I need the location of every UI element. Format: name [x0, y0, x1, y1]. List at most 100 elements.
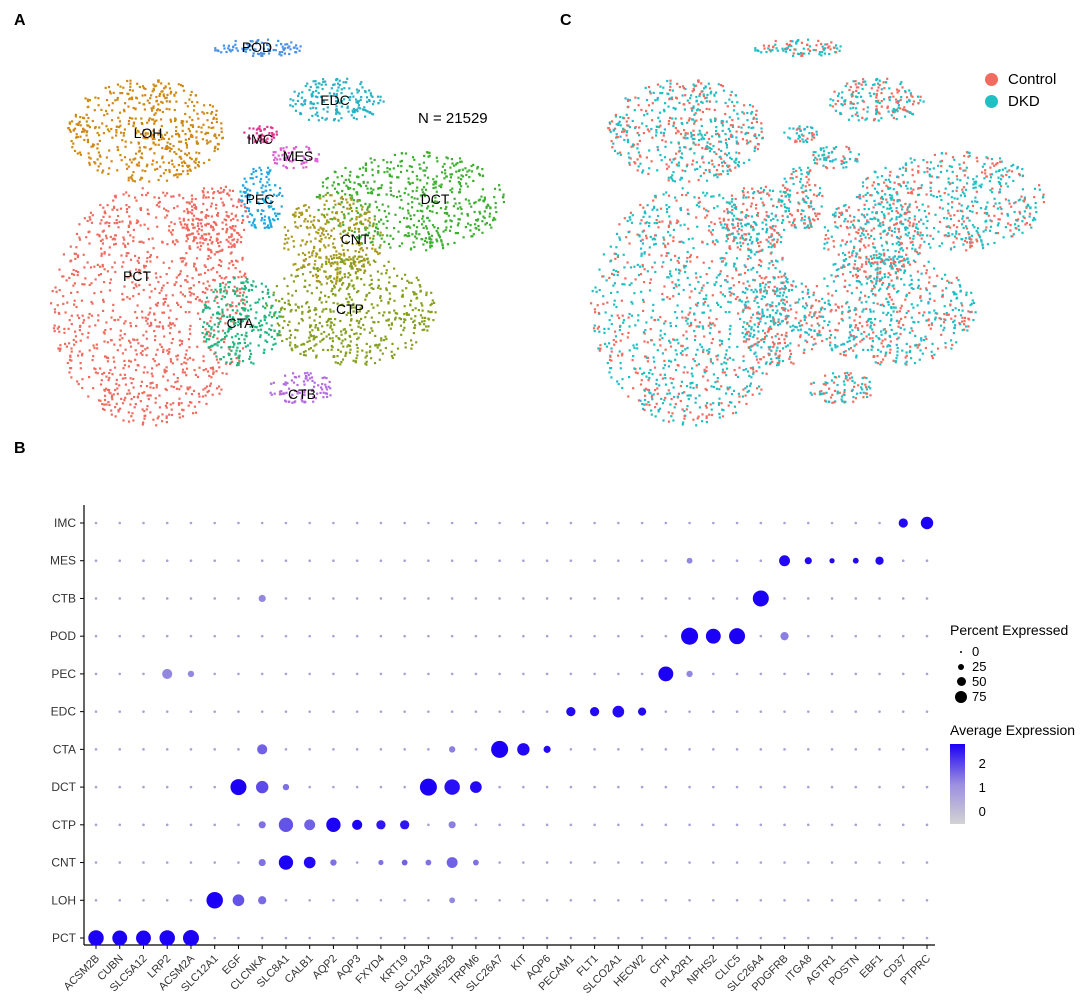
dot-dct-kit: [522, 785, 525, 789]
dot-imc-tmem52b: [450, 521, 454, 525]
dot-ctb-aqp6: [545, 597, 549, 600]
dot-cta-pecam1: [569, 748, 573, 751]
dot-ctb-aqp2: [332, 597, 335, 600]
condition-loh: [607, 79, 764, 183]
dot-pct-cubn: [112, 930, 128, 946]
y-tick-imc: IMC: [54, 516, 76, 530]
dot-ctp-slc5a12: [142, 823, 145, 827]
dot-mes-krt19: [403, 559, 406, 563]
dot-cnt-slco2a1: [617, 861, 620, 864]
dot-imc-slc5a12: [142, 521, 145, 525]
dot-cta-tmem52b: [448, 746, 456, 753]
dot-cnt-ebf1: [878, 861, 881, 864]
dot-loh-aqp3: [355, 898, 359, 902]
dot-pec-ebf1: [878, 672, 881, 676]
dot-cta-slc12a1: [213, 748, 217, 751]
dot-imc-fxyd4: [379, 521, 383, 525]
dot-imc-slc12a3: [427, 521, 430, 525]
dot-pct-acsm2a: [182, 930, 199, 946]
dot-pec-itga8: [806, 672, 810, 676]
dot-cnt-slc8a1: [278, 855, 294, 870]
dot-pct-pdgfrb: [783, 936, 786, 940]
dot-pod-ebf1: [878, 634, 881, 638]
dot-cta-calb1: [308, 748, 311, 751]
dot-edc-acsm2b: [94, 710, 98, 713]
dot-pod-slc26a4: [759, 634, 763, 638]
dot-cta-clcnka: [257, 744, 268, 755]
size-legend-25: 25: [950, 659, 1068, 674]
dot-cnt-acsm2a: [189, 861, 193, 864]
dot-cta-trpm6: [474, 748, 478, 751]
dot-dct-cfh: [664, 785, 668, 789]
dot-loh-slco2a1: [617, 898, 620, 902]
dot-pec-acsm2b: [94, 672, 98, 676]
dot-cnt-flt1: [593, 861, 596, 864]
dot-ctp-slc12a3: [427, 823, 430, 827]
dot-cnt-krt19: [401, 859, 408, 866]
dot-pec-aqp2: [332, 672, 335, 676]
dot-mes-cfh: [664, 559, 668, 563]
dot-edc-slco2a1: [612, 705, 625, 718]
cluster-label-ctp: CTP: [336, 301, 364, 317]
dot-dct-krt19: [403, 785, 406, 789]
dot-loh-aqp2: [332, 898, 335, 902]
dot-ctp-fxyd4: [376, 820, 386, 830]
dot-pec-pla2r1: [686, 670, 693, 678]
dot-pct-lrp2: [159, 930, 175, 946]
dot-edc-aqp2: [332, 710, 335, 713]
dot-imc-slc26a4: [759, 521, 763, 525]
dot-loh-acsm2a: [189, 898, 193, 902]
dot-mes-tmem52b: [450, 559, 454, 563]
dot-mes-clic5: [735, 559, 739, 563]
dot-pct-slc12a3: [427, 936, 430, 940]
dot-ctb-cd37: [901, 597, 905, 600]
dot-loh-fxyd4: [379, 898, 383, 902]
x-tick-aqp2: AQP2: [310, 953, 339, 982]
dot-pod-trpm6: [474, 634, 478, 638]
dot-dct-hecw2: [640, 785, 644, 789]
dot-cta-cubn: [118, 748, 122, 751]
dot-imc-calb1: [308, 521, 311, 525]
dot-imc-pecam1: [569, 521, 573, 525]
dot-cta-slc5a12: [142, 748, 145, 751]
dot-dct-acsm2b: [94, 785, 98, 789]
dot-loh-slc12a3: [427, 898, 430, 902]
dot-pod-egf: [237, 634, 240, 638]
dot-mes-cd37: [901, 559, 905, 563]
dot-mes-slc12a1: [213, 559, 217, 563]
dot-imc-cfh: [664, 521, 668, 525]
dot-dct-calb1: [308, 785, 311, 789]
dot-cta-itga8: [806, 748, 810, 751]
dot-dct-nphs2: [712, 785, 715, 789]
dot-pct-aqp3: [355, 936, 359, 940]
dot-ctb-postn: [854, 597, 858, 600]
cluster-pec: [239, 166, 284, 229]
y-tick-ctp: CTP: [52, 818, 76, 832]
dot-cta-aqp6: [543, 745, 551, 753]
condition-ctp: [805, 255, 977, 366]
dot-pod-slc12a3: [427, 634, 430, 638]
dot-pec-egf: [237, 672, 240, 676]
dot-pct-egf: [237, 936, 240, 940]
dot-pct-krt19: [403, 936, 406, 940]
dot-imc-postn: [854, 521, 858, 525]
dot-pct-nphs2: [712, 936, 715, 940]
dot-loh-ptprc: [925, 898, 929, 902]
dot-pec-tmem52b: [450, 672, 454, 676]
dot-imc-acsm2b: [94, 521, 98, 525]
dot-pec-slc12a1: [213, 672, 217, 676]
dot-pec-nphs2: [712, 672, 715, 676]
dot-pod-nphs2: [705, 628, 721, 644]
dot-cnt-aqp6: [545, 861, 549, 864]
dot-pec-aqp3: [355, 672, 359, 676]
dot-ctp-ebf1: [878, 823, 881, 827]
dot-pod-pla2r1: [681, 627, 699, 645]
dot-edc-slc12a1: [213, 710, 217, 713]
dot-pod-cubn: [118, 634, 122, 638]
cluster-pct: [50, 187, 249, 427]
dot-mes-fxyd4: [379, 559, 383, 563]
dot-loh-ebf1: [878, 898, 881, 902]
dot-pec-hecw2: [640, 672, 644, 676]
condition-cta: [741, 276, 821, 367]
dot-loh-cfh: [664, 898, 668, 902]
